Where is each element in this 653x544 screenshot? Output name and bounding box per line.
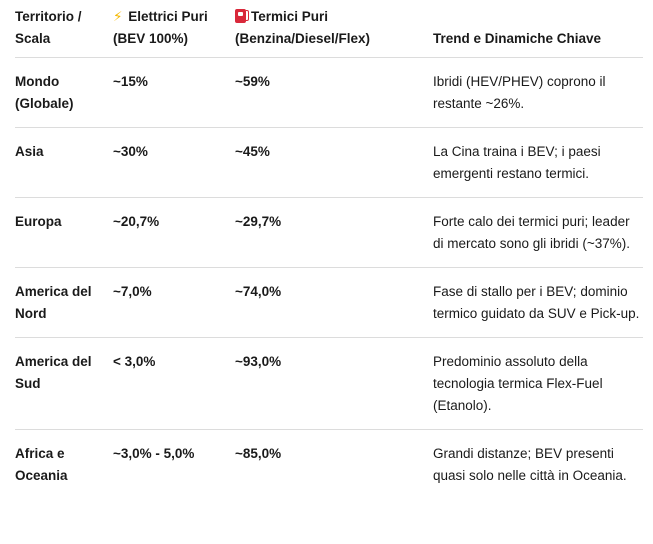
cell-trend: Fase di stallo per i BEV; dominio termic… xyxy=(433,284,640,321)
table-row: Europa ~20,7% ~29,7% Forte calo dei term… xyxy=(15,198,643,268)
cell-territory: Asia xyxy=(15,144,44,159)
table-row: Mondo (Globale) ~15% ~59% Ibridi (HEV/PH… xyxy=(15,58,643,128)
cell-trend: Forte calo dei termici puri; leader di m… xyxy=(433,214,630,251)
cell-trend: Ibridi (HEV/PHEV) coprono il restante ~2… xyxy=(433,74,606,111)
cell-trend: Grandi distanze; BEV presenti quasi solo… xyxy=(433,446,627,483)
table-row: Africa e Oceania ~3,0% - 5,0% ~85,0% Gra… xyxy=(15,430,643,499)
cell-thermal: ~85,0% xyxy=(235,446,282,461)
cell-electric: ~20,7% xyxy=(113,214,160,229)
cell-electric: ~30% xyxy=(113,144,148,159)
header-territory: Territorio / Scala xyxy=(15,9,82,46)
cell-territory: America del Sud xyxy=(15,354,92,391)
cell-thermal: ~45% xyxy=(235,144,270,159)
cell-trend: La Cina traina i BEV; i paesi emergenti … xyxy=(433,144,601,181)
table-header-row: Territorio / Scala ⚡ Elettrici Puri (BEV… xyxy=(15,0,643,58)
cell-electric: ~7,0% xyxy=(113,284,152,299)
lightning-bolt-icon: ⚡ xyxy=(113,9,123,24)
fuel-pump-icon xyxy=(235,9,249,23)
cell-electric: ~15% xyxy=(113,74,148,89)
cell-territory: America del Nord xyxy=(15,284,92,321)
cell-thermal: ~93,0% xyxy=(235,354,282,369)
cell-territory: Africa e Oceania xyxy=(15,446,68,483)
header-electric: ⚡ Elettrici Puri (BEV 100%) xyxy=(113,0,235,57)
table-row: Asia ~30% ~45% La Cina traina i BEV; i p… xyxy=(15,128,643,198)
cell-territory: Mondo (Globale) xyxy=(15,74,74,111)
market-share-table: Territorio / Scala ⚡ Elettrici Puri (BEV… xyxy=(15,0,643,499)
header-trend: Trend e Dinamiche Chiave xyxy=(433,31,602,46)
cell-thermal: ~59% xyxy=(235,74,270,89)
header-thermal: Termici Puri (Benzina/Diesel/Flex) xyxy=(235,9,371,46)
table-row: America del Sud < 3,0% ~93,0% Predominio… xyxy=(15,338,643,430)
cell-thermal: ~74,0% xyxy=(235,284,282,299)
cell-electric: ~3,0% - 5,0% xyxy=(113,446,195,461)
cell-thermal: ~29,7% xyxy=(235,214,282,229)
cell-electric: < 3,0% xyxy=(113,354,156,369)
cell-trend: Predominio assoluto della tecnologia ter… xyxy=(433,354,603,413)
cell-territory: Europa xyxy=(15,214,62,229)
table-row: America del Nord ~7,0% ~74,0% Fase di st… xyxy=(15,268,643,338)
